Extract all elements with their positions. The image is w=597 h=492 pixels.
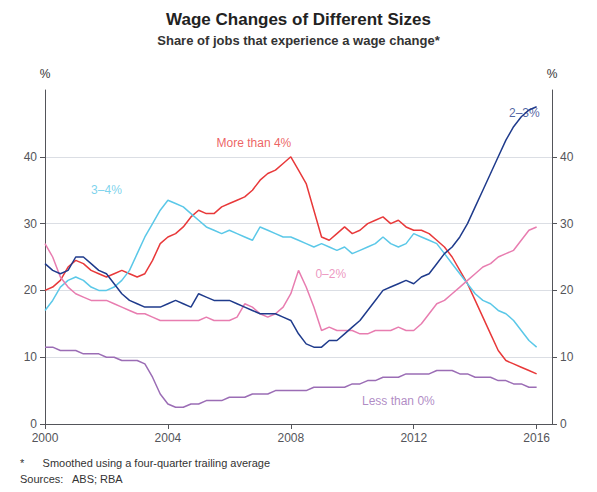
svg-text:2008: 2008 [277, 431, 304, 445]
svg-text:Less than 0%: Less than 0% [362, 394, 435, 408]
svg-text:0: 0 [560, 417, 567, 431]
svg-text:0–2%: 0–2% [315, 267, 346, 281]
svg-text:40: 40 [560, 150, 574, 164]
svg-text:2000: 2000 [32, 431, 59, 445]
svg-text:0: 0 [30, 417, 37, 431]
svg-text:Sources: ABS; RBA: Sources: ABS; RBA [20, 473, 123, 485]
svg-text:2012: 2012 [400, 431, 427, 445]
svg-text:%: % [547, 67, 558, 81]
svg-text:40: 40 [24, 150, 38, 164]
svg-text:%: % [40, 67, 51, 81]
svg-text:30: 30 [560, 217, 574, 231]
svg-text:2004: 2004 [155, 431, 182, 445]
svg-text:10: 10 [24, 350, 38, 364]
svg-text:10: 10 [560, 350, 574, 364]
svg-text:20: 20 [560, 283, 574, 297]
svg-text:3–4%: 3–4% [91, 183, 122, 197]
svg-text:More than 4%: More than 4% [217, 136, 292, 150]
svg-text:Share of jobs that experience: Share of jobs that experience a wage cha… [157, 33, 440, 48]
svg-text:20: 20 [24, 283, 38, 297]
svg-text:Wage Changes of Different Size: Wage Changes of Different Sizes [166, 10, 431, 29]
svg-text:2–3%: 2–3% [509, 106, 540, 120]
svg-text:* Smoothed using a four-q: * Smoothed using a four-quarter trailing… [20, 457, 270, 469]
svg-text:30: 30 [24, 217, 38, 231]
svg-text:2016: 2016 [523, 431, 550, 445]
